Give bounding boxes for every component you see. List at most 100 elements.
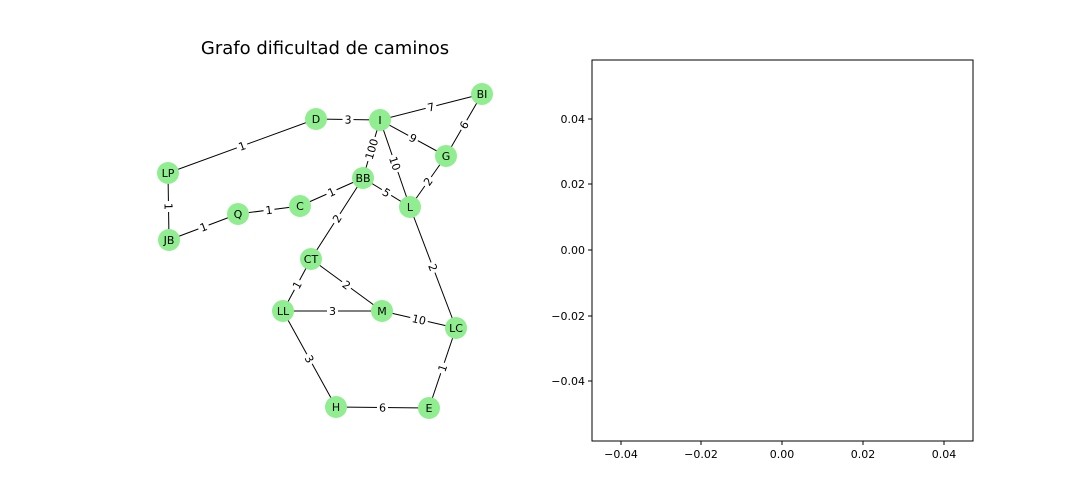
node-circle-l bbox=[399, 196, 421, 218]
edge-weight-c-bb: 1 bbox=[323, 183, 340, 201]
node-lc: LC bbox=[445, 317, 467, 339]
empty-axes: −0.04 −0.02 0.00 0.02 0.04 0.04 0.02 0.00 −0.02… bbox=[551, 59, 974, 461]
node-d: D bbox=[305, 108, 327, 130]
node-circle-g bbox=[435, 145, 457, 167]
node-label-h: H bbox=[332, 401, 340, 414]
svg-text:100: 100 bbox=[363, 137, 381, 161]
edge-weight-i-g: 9 bbox=[404, 129, 422, 147]
node-i: I bbox=[369, 109, 391, 131]
edge-weight-bb-ct: 2 bbox=[328, 210, 346, 227]
y-tick-label: −0.04 bbox=[551, 375, 585, 388]
node-circle-lp bbox=[157, 162, 179, 184]
node-label-d: D bbox=[312, 113, 320, 126]
edge-weight-h-e: 6 bbox=[376, 400, 389, 415]
svg-text:2: 2 bbox=[425, 262, 440, 273]
edge-weight-ct-m: 2 bbox=[337, 276, 356, 294]
node-circle-h bbox=[325, 396, 347, 418]
node-q: Q bbox=[227, 203, 249, 225]
node-circle-d bbox=[305, 108, 327, 130]
node-circle-c bbox=[289, 195, 311, 217]
node-label-ll: LL bbox=[277, 305, 290, 318]
svg-text:10: 10 bbox=[386, 155, 403, 172]
node-circle-m bbox=[371, 300, 393, 322]
edge-weight-ll-m: 3 bbox=[327, 304, 338, 318]
edge-weight-l-lc: 2 bbox=[424, 259, 442, 276]
edge-weight-bi-g: 6 bbox=[455, 116, 473, 134]
node-g: G bbox=[435, 145, 457, 167]
svg-text:6: 6 bbox=[379, 401, 386, 414]
x-tick-label: −0.04 bbox=[604, 448, 638, 461]
node-circle-lc bbox=[445, 317, 467, 339]
node-ct: CT bbox=[300, 248, 322, 270]
node-label-lp: LP bbox=[162, 167, 175, 180]
edge-weight-i-bb: 100 bbox=[361, 135, 382, 163]
node-label-lc: LC bbox=[449, 322, 463, 335]
node-label-m: M bbox=[377, 305, 387, 318]
node-circle-bb bbox=[352, 167, 374, 189]
node-bb: BB bbox=[352, 167, 374, 189]
x-tick-label: 0.02 bbox=[851, 448, 876, 461]
edge-weight-q-c: 1 bbox=[262, 202, 276, 218]
node-bi: BI bbox=[471, 83, 493, 105]
svg-text:3: 3 bbox=[344, 113, 351, 126]
edge-weight-ct-ll: 1 bbox=[288, 276, 306, 294]
x-tick-label: 0.04 bbox=[932, 448, 957, 461]
y-tick-label: 0.02 bbox=[561, 178, 586, 191]
node-circle-bi bbox=[471, 83, 493, 105]
y-tick-label: 0.04 bbox=[561, 113, 586, 126]
node-lp: LP bbox=[157, 162, 179, 184]
node-e: E bbox=[418, 397, 440, 419]
node-circle-i bbox=[369, 109, 391, 131]
svg-text:1: 1 bbox=[161, 203, 174, 210]
node-h: H bbox=[325, 396, 347, 418]
svg-text:1: 1 bbox=[265, 204, 274, 218]
node-circle-q bbox=[227, 203, 249, 225]
edge-weight-bb-l: 5 bbox=[378, 183, 395, 202]
svg-text:1: 1 bbox=[436, 363, 451, 374]
edge-weight-jb-q: 1 bbox=[195, 218, 212, 236]
nodes-layer: D I BI LP G BB C Q L JB CT LL M LC H E bbox=[157, 83, 493, 419]
x-axis-ticks: −0.04 −0.02 0.00 0.02 0.04 bbox=[604, 441, 956, 461]
svg-text:1: 1 bbox=[237, 139, 248, 154]
y-tick-label: −0.02 bbox=[551, 310, 585, 323]
node-label-bi: BI bbox=[477, 88, 488, 101]
node-label-e: E bbox=[426, 402, 433, 415]
node-label-g: G bbox=[442, 150, 451, 163]
node-jb: JB bbox=[158, 229, 180, 251]
edges-layer bbox=[167, 93, 483, 409]
node-label-jb: JB bbox=[163, 234, 175, 247]
edge-weight-d-i: 3 bbox=[342, 112, 354, 127]
svg-text:1: 1 bbox=[198, 220, 209, 235]
node-circle-jb bbox=[158, 229, 180, 251]
y-axis-ticks: 0.04 0.02 0.00 −0.02 −0.04 bbox=[551, 113, 592, 388]
node-label-c: C bbox=[296, 200, 304, 213]
node-label-bb: BB bbox=[355, 172, 370, 185]
edge-weight-g-l: 2 bbox=[419, 172, 437, 191]
edge-weight-i-bi: 7 bbox=[423, 98, 439, 116]
y-tick-label: 0.00 bbox=[561, 244, 586, 257]
node-label-l: L bbox=[407, 201, 414, 214]
edge-weight-ll-h: 3 bbox=[300, 350, 319, 368]
node-circle-ll bbox=[272, 300, 294, 322]
node-c: C bbox=[289, 195, 311, 217]
edge-weight-lc-e: 1 bbox=[434, 360, 451, 376]
axes-frame bbox=[591, 59, 974, 442]
node-ll: LL bbox=[272, 300, 294, 322]
svg-text:10: 10 bbox=[411, 312, 428, 328]
node-circle-ct bbox=[300, 248, 322, 270]
node-l: L bbox=[399, 196, 421, 218]
x-tick-label: 0.00 bbox=[770, 448, 795, 461]
edge-weight-m-lc: 10 bbox=[408, 310, 430, 329]
node-label-q: Q bbox=[234, 208, 243, 221]
node-circle-e bbox=[418, 397, 440, 419]
edge-weight-i-l: 10 bbox=[385, 152, 405, 175]
svg-text:3: 3 bbox=[329, 305, 336, 318]
x-tick-label: −0.02 bbox=[684, 448, 718, 461]
node-label-ct: CT bbox=[304, 253, 319, 266]
edge-weight-lp-d: 1 bbox=[234, 137, 250, 155]
node-m: M bbox=[371, 300, 393, 322]
edge-weight-lp-jb: 1 bbox=[161, 200, 176, 213]
svg-text:7: 7 bbox=[426, 100, 436, 114]
